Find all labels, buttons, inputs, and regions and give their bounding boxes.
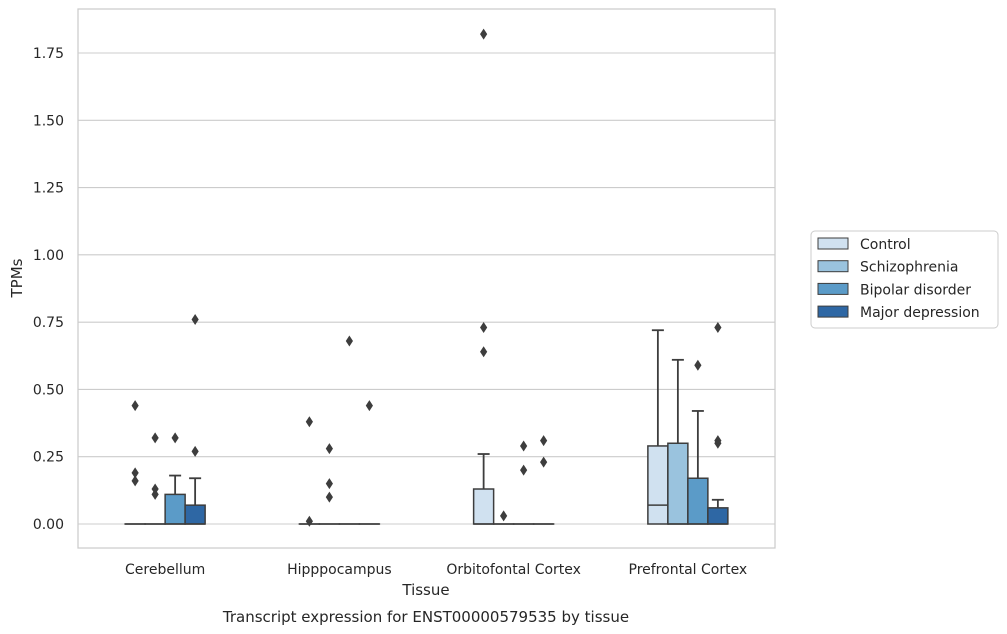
y-tick-label: 0.00 — [33, 517, 64, 533]
plot-frame — [77, 8, 776, 549]
outlier-point — [365, 400, 373, 412]
legend-swatch — [817, 305, 849, 318]
x-tick-label: Cerebellum — [125, 562, 205, 578]
legend-label: Major depression — [860, 305, 980, 321]
box — [164, 432, 186, 525]
outlier-point — [191, 445, 199, 457]
outlier-point — [520, 464, 528, 476]
outlier-point — [480, 322, 488, 334]
box-body — [647, 445, 669, 525]
box — [298, 416, 321, 527]
series-bipolar-disorder — [164, 335, 709, 525]
y-axis-title: TPMs — [8, 258, 26, 298]
box-body — [184, 504, 206, 525]
box — [144, 432, 166, 525]
box — [512, 440, 535, 525]
outlier-point — [345, 335, 353, 347]
box — [647, 329, 669, 525]
box-body — [667, 442, 689, 525]
outlier-point — [480, 28, 488, 40]
legend-label: Schizophrenia — [860, 260, 958, 276]
series-control — [124, 28, 669, 527]
box — [338, 335, 361, 525]
legend-item: Major depression — [817, 305, 980, 321]
outlier-point — [714, 322, 722, 334]
outlier-point — [131, 400, 139, 412]
y-tick-label: 0.75 — [33, 315, 64, 331]
outlier-point — [131, 467, 139, 479]
legend-item: Schizophrenia — [817, 260, 958, 276]
outlier-point — [520, 440, 528, 452]
box-body — [472, 488, 495, 525]
box — [124, 400, 146, 525]
y-tick-label: 1.00 — [33, 248, 64, 264]
legend-swatch — [817, 237, 849, 250]
y-tick-label: 1.75 — [33, 46, 64, 62]
legend-swatch — [817, 260, 849, 273]
box — [667, 358, 689, 525]
outlier-point — [305, 515, 313, 527]
outlier-point — [131, 475, 139, 487]
y-tick-label: 1.25 — [33, 181, 64, 197]
outlier-point — [305, 416, 313, 428]
series-schizophrenia — [144, 358, 689, 525]
box-body — [687, 477, 709, 525]
outlier-point — [325, 491, 333, 503]
outlier-point — [694, 359, 702, 371]
box — [532, 435, 555, 525]
outlier-point — [151, 432, 159, 444]
legend-swatch — [817, 282, 849, 295]
y-tick-label: 1.50 — [33, 113, 64, 129]
chart-caption: Transcript expression for ENST0000057953… — [222, 608, 629, 626]
outlier-point — [191, 313, 199, 325]
box-body — [707, 507, 729, 525]
box — [318, 443, 341, 525]
legend-item: Bipolar disorder — [817, 282, 971, 298]
legend-item: Control — [817, 237, 911, 253]
outlier-point — [325, 443, 333, 455]
y-tick-label: 0.25 — [33, 450, 64, 466]
box — [492, 510, 515, 525]
y-axis: 0.00 0.25 0.50 0.75 1.00 1.25 1.50 1.75 — [33, 46, 64, 533]
outlier-point — [540, 435, 548, 447]
box — [707, 322, 729, 525]
box — [472, 28, 495, 525]
legend: Control Schizophrenia Bipolar disorder Majo… — [810, 230, 999, 329]
outlier-point — [325, 478, 333, 490]
x-tick-label: Hipppocampus — [287, 562, 392, 578]
legend-label: Bipolar disorder — [860, 282, 971, 298]
y-tick-label: 0.50 — [33, 382, 64, 398]
outlier-point — [540, 456, 548, 468]
outlier-point — [171, 432, 179, 444]
box — [358, 400, 381, 525]
legend-label: Control — [860, 237, 911, 253]
box — [687, 359, 709, 525]
outlier-point — [500, 510, 508, 522]
series-major-depression — [184, 313, 729, 525]
outlier-point — [151, 488, 159, 500]
box — [184, 313, 206, 525]
x-axis-title: Tissue — [401, 581, 449, 599]
outlier-point — [480, 346, 488, 358]
box-series — [124, 28, 729, 527]
outlier-point — [714, 437, 722, 449]
x-axis: Cerebellum Hipppocampus Orbitofontal Corte… — [125, 562, 747, 578]
box-body — [164, 493, 186, 525]
legend-frame — [810, 230, 999, 329]
x-tick-label: Orbitofontal Cortex — [446, 562, 581, 578]
x-tick-label: Prefrontal Cortex — [629, 562, 748, 578]
